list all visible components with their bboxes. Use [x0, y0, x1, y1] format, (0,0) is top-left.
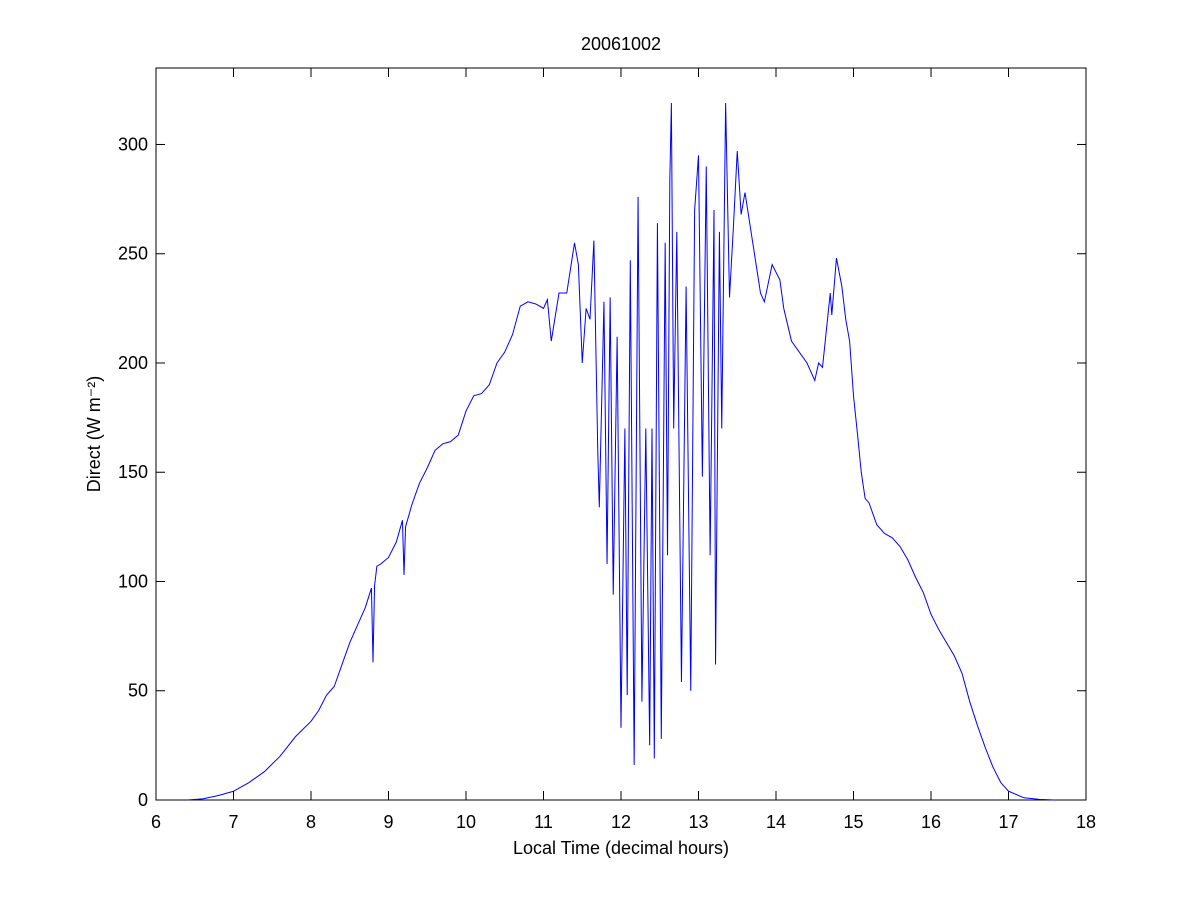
x-tick-label: 10 [456, 812, 476, 832]
y-tick-label: 100 [118, 571, 148, 591]
x-tick-label: 15 [843, 812, 863, 832]
x-tick-label: 13 [688, 812, 708, 832]
x-tick-label: 11 [534, 812, 553, 832]
y-tick-label: 250 [118, 244, 148, 264]
y-tick-label: 150 [118, 462, 148, 482]
x-tick-label: 8 [306, 812, 316, 832]
y-tick-label: 0 [138, 790, 148, 810]
y-tick-label: 50 [128, 681, 148, 701]
x-tick-label: 17 [998, 812, 1018, 832]
x-tick-label: 14 [766, 812, 786, 832]
y-tick-label: 300 [118, 134, 148, 154]
x-tick-label: 18 [1076, 812, 1096, 832]
x-tick-label: 12 [611, 812, 631, 832]
chart-title: 20061002 [581, 34, 661, 54]
y-tick-label: 200 [118, 353, 148, 373]
x-tick-label: 9 [383, 812, 393, 832]
x-tick-label: 16 [921, 812, 941, 832]
data-line [186, 102, 1056, 801]
x-tick-label: 6 [151, 812, 161, 832]
x-axis-label: Local Time (decimal hours) [513, 838, 729, 858]
x-tick-label: 7 [228, 812, 238, 832]
y-axis-label: Direct (W m⁻²) [84, 376, 104, 492]
